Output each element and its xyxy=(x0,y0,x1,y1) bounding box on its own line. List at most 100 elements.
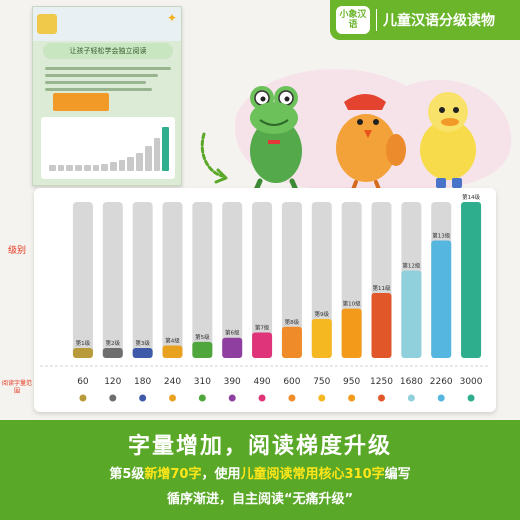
bar-value-label: 2260 xyxy=(430,377,453,387)
bar-level-label: 第8级 xyxy=(285,318,300,326)
caption-new-chars: 新增70字 xyxy=(144,467,202,482)
thumbnail-bar xyxy=(49,165,56,171)
bar-color-dot xyxy=(378,394,385,402)
bar-color-dot xyxy=(198,394,206,402)
bar-level-label: 第1级 xyxy=(76,339,91,347)
bar-track xyxy=(192,202,213,358)
bar-level-label: 第7级 xyxy=(255,324,270,332)
bar xyxy=(132,348,153,358)
bar-color-dot xyxy=(437,394,445,402)
bar-track xyxy=(281,202,302,358)
bar-level-label: 第14级 xyxy=(462,193,480,201)
frog-character xyxy=(250,86,302,193)
thumbnail-bar xyxy=(75,165,82,171)
bar xyxy=(371,293,392,358)
thumbnail-bar xyxy=(153,137,161,171)
bar xyxy=(311,319,332,358)
bar-value-label: 1680 xyxy=(400,377,423,387)
bar-level-label: 第11级 xyxy=(373,284,391,292)
bar-level-label: 第9级 xyxy=(315,310,330,318)
bar xyxy=(461,202,482,358)
caption-headline: 字量增加，阅读梯度升级 xyxy=(127,434,392,459)
brand-logo: 小象汉语 xyxy=(336,6,370,34)
caption-level-text: 第5级 xyxy=(109,467,145,482)
bar-value-label: 240 xyxy=(164,377,181,387)
brand-title: 儿童汉语分级读物 xyxy=(383,13,495,29)
bar-track xyxy=(222,202,243,358)
thumbnail-tag xyxy=(53,93,109,111)
bar xyxy=(102,348,123,358)
bar-value-label: 120 xyxy=(104,377,121,387)
thumbnail-bars xyxy=(49,125,170,171)
bar-color-dot xyxy=(139,394,147,402)
bar-level-label: 第6级 xyxy=(225,329,240,337)
caption-use-text: ，使用 xyxy=(201,467,241,482)
bar-color-dot xyxy=(169,394,176,402)
bar-value-label: 310 xyxy=(194,377,211,387)
characters-illustration xyxy=(235,69,512,194)
thumbnail-bar xyxy=(92,165,100,171)
bar xyxy=(341,308,362,358)
bar-level-label: 第13级 xyxy=(432,231,450,239)
bar-value-label: 390 xyxy=(224,377,241,387)
bar-track xyxy=(132,202,153,358)
bar-level-label: 第3级 xyxy=(135,339,150,347)
bar xyxy=(192,341,213,358)
thumbnail-bar xyxy=(57,165,65,171)
bar-level-label: 第2级 xyxy=(106,339,121,347)
bar xyxy=(281,326,302,358)
caption-line-2: 第5级新增70字，使用儿童阅读常用核心310字编写 xyxy=(0,463,520,482)
bar-value-label: 3000 xyxy=(460,377,483,387)
bar-level-label: 第5级 xyxy=(195,333,210,341)
bar xyxy=(252,332,273,358)
caption-band xyxy=(0,420,520,520)
brand-banner: 小象汉语 儿童汉语分级读物 xyxy=(330,0,520,40)
bar-value-label: 490 xyxy=(253,377,270,387)
brand-divider xyxy=(376,9,377,31)
thumbnail-bar xyxy=(110,162,117,171)
bar-track xyxy=(162,202,183,358)
thumbnail-chart xyxy=(41,117,175,179)
y-axis-label: 级别 xyxy=(7,246,26,256)
bar-color-dot xyxy=(348,394,356,402)
bar-level-label: 第12级 xyxy=(402,262,420,270)
thumbnail-heading: 让孩子轻松学会独立阅读 xyxy=(43,43,173,59)
bar-color-dot xyxy=(288,394,296,402)
caption-core-chars: 儿童阅读常用核心310字 xyxy=(240,467,385,482)
thumbnail-bar xyxy=(118,160,126,171)
thumbnail-bar xyxy=(144,146,152,171)
thumbnail-bar xyxy=(162,127,170,171)
bar-value-label: 180 xyxy=(134,377,151,387)
book-thumbnail: ✦ 让孩子轻松学会独立阅读 xyxy=(32,6,182,186)
bar-level-label: 第10级 xyxy=(343,300,361,308)
bar-color-dot xyxy=(109,394,117,402)
bar-track xyxy=(102,202,123,358)
bar-track xyxy=(252,202,273,358)
thumbnail-bar xyxy=(127,157,135,171)
bar-value-label: 60 xyxy=(77,377,89,387)
chart-card: 第1级 60 第2级 120 第3级 180 第4级 240 第5级 310 第6级 390 第7级 49… xyxy=(34,188,496,412)
caption-write-text: 编写 xyxy=(384,467,411,482)
curved-arrow-icon xyxy=(200,132,228,184)
bar-track xyxy=(72,202,93,358)
thumbnail-bar xyxy=(66,165,74,171)
bar-color-dot xyxy=(467,394,475,402)
bar xyxy=(401,270,422,358)
caption-line-3: 循序渐进，自主阅读“无痛升级” xyxy=(166,492,354,507)
bar-value-label: 950 xyxy=(343,377,360,387)
thumbnail-text-lines xyxy=(45,67,171,95)
duck-character xyxy=(420,92,476,188)
bar xyxy=(162,345,183,358)
chicken-character xyxy=(336,94,406,194)
bar-value-label: 600 xyxy=(283,377,300,387)
thumbnail-logo xyxy=(37,14,57,34)
bar-color-dot xyxy=(79,394,87,402)
bar-color-dot xyxy=(258,394,266,402)
bar-level-label: 第4级 xyxy=(165,337,180,345)
bar-color-dot xyxy=(407,394,415,402)
bar-value-label: 750 xyxy=(313,377,330,387)
star-icon: ✦ xyxy=(166,11,177,25)
bar-color-dot xyxy=(228,394,236,402)
x-axis-label: 阅读字量范围 xyxy=(1,380,32,395)
